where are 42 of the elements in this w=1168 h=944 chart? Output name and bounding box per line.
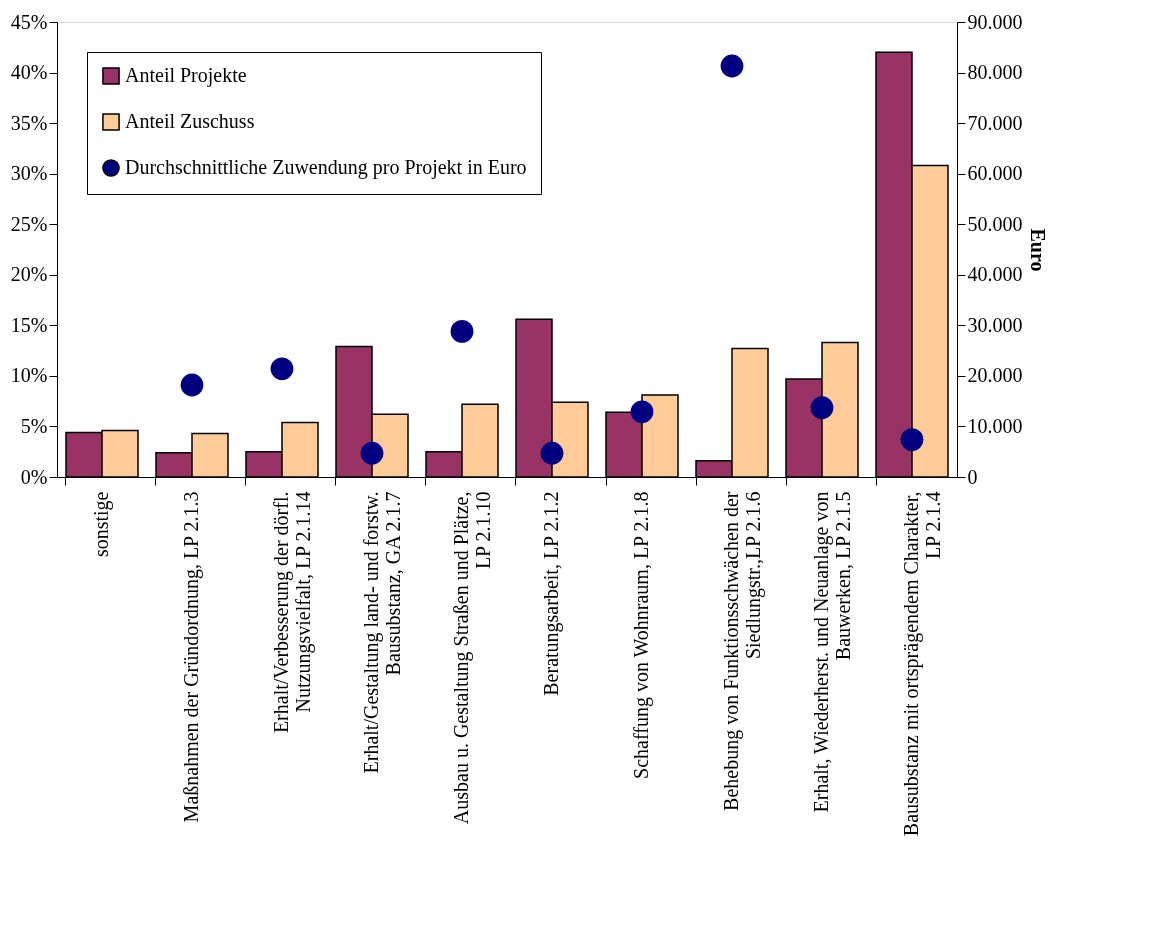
y2-tick-label: 90.000 <box>967 10 1023 33</box>
point <box>270 357 294 381</box>
x-tick-label: Beratungsarbeit, LP 2.1.2 <box>540 491 563 696</box>
y2-tick-label: 0 <box>967 465 978 488</box>
y-tick-label: 15% <box>10 313 48 336</box>
y2-tick-label: 40.000 <box>967 263 1023 286</box>
point <box>360 441 384 465</box>
y2-tick-label: 80.000 <box>967 61 1023 84</box>
x-tick-label: Erhalt/Gestaltung land- und forstw. Bausubstanz, GA 2.1.7 <box>360 491 404 774</box>
y2-tick-label: 70.000 <box>967 111 1023 134</box>
y-tick-label: 25% <box>10 212 48 235</box>
x-tick-label: Behebung von Funktionsschwächen der Siedlungstr.,LP 2.1.6 <box>720 491 765 811</box>
y-tick-label: 30% <box>10 162 48 185</box>
y2-axis-title: Euro <box>1026 228 1049 272</box>
point <box>450 320 474 343</box>
legend-label: Anteil Zuschuss <box>125 110 255 132</box>
point <box>720 54 744 78</box>
y-tick-label: 0% <box>20 465 48 488</box>
y-tick-label: 35% <box>10 111 48 134</box>
y2-tick-label: 20.000 <box>967 364 1023 387</box>
point <box>810 396 834 420</box>
legend-label: Durchschnittliche Zuwendung pro Projekt in Euro <box>125 156 527 179</box>
x-tick-label: Schaffung von Wohnraum, LP 2.1.8 <box>630 491 653 779</box>
y2-tick-label: 30.000 <box>967 313 1023 336</box>
x-tick-label: Bausubstanz mit ortsprägendem Charakter, LP 2.1.4 <box>900 491 944 837</box>
y-tick-label: 10% <box>10 364 48 387</box>
y-tick-label: 5% <box>20 414 48 437</box>
x-tick-label: Erhalt, Wiederherst. und Neuanlage von Bauwerken, LP 2.1.5 <box>810 491 854 813</box>
legend-label: Anteil Projekte <box>125 64 247 87</box>
point <box>180 373 204 397</box>
y-tick-label: 20% <box>10 263 48 286</box>
y2-tick-label: 50.000 <box>967 212 1023 235</box>
x-tick-label: Maßnahmen der Gründordnung, LP 2.1.3 <box>180 491 203 823</box>
point <box>630 400 654 424</box>
y-tick-label: 40% <box>10 61 48 84</box>
x-tick-label: sonstige <box>90 491 113 558</box>
point <box>900 428 924 451</box>
point <box>540 441 564 465</box>
y2-tick-label: 60.000 <box>967 162 1023 185</box>
x-tick-label: Ausbau u. Gestaltung Straßen und Plätze, LP 2.1.10 <box>450 491 494 825</box>
y-tick-label: 45% <box>10 10 48 33</box>
y2-tick-label: 10.000 <box>967 414 1023 437</box>
